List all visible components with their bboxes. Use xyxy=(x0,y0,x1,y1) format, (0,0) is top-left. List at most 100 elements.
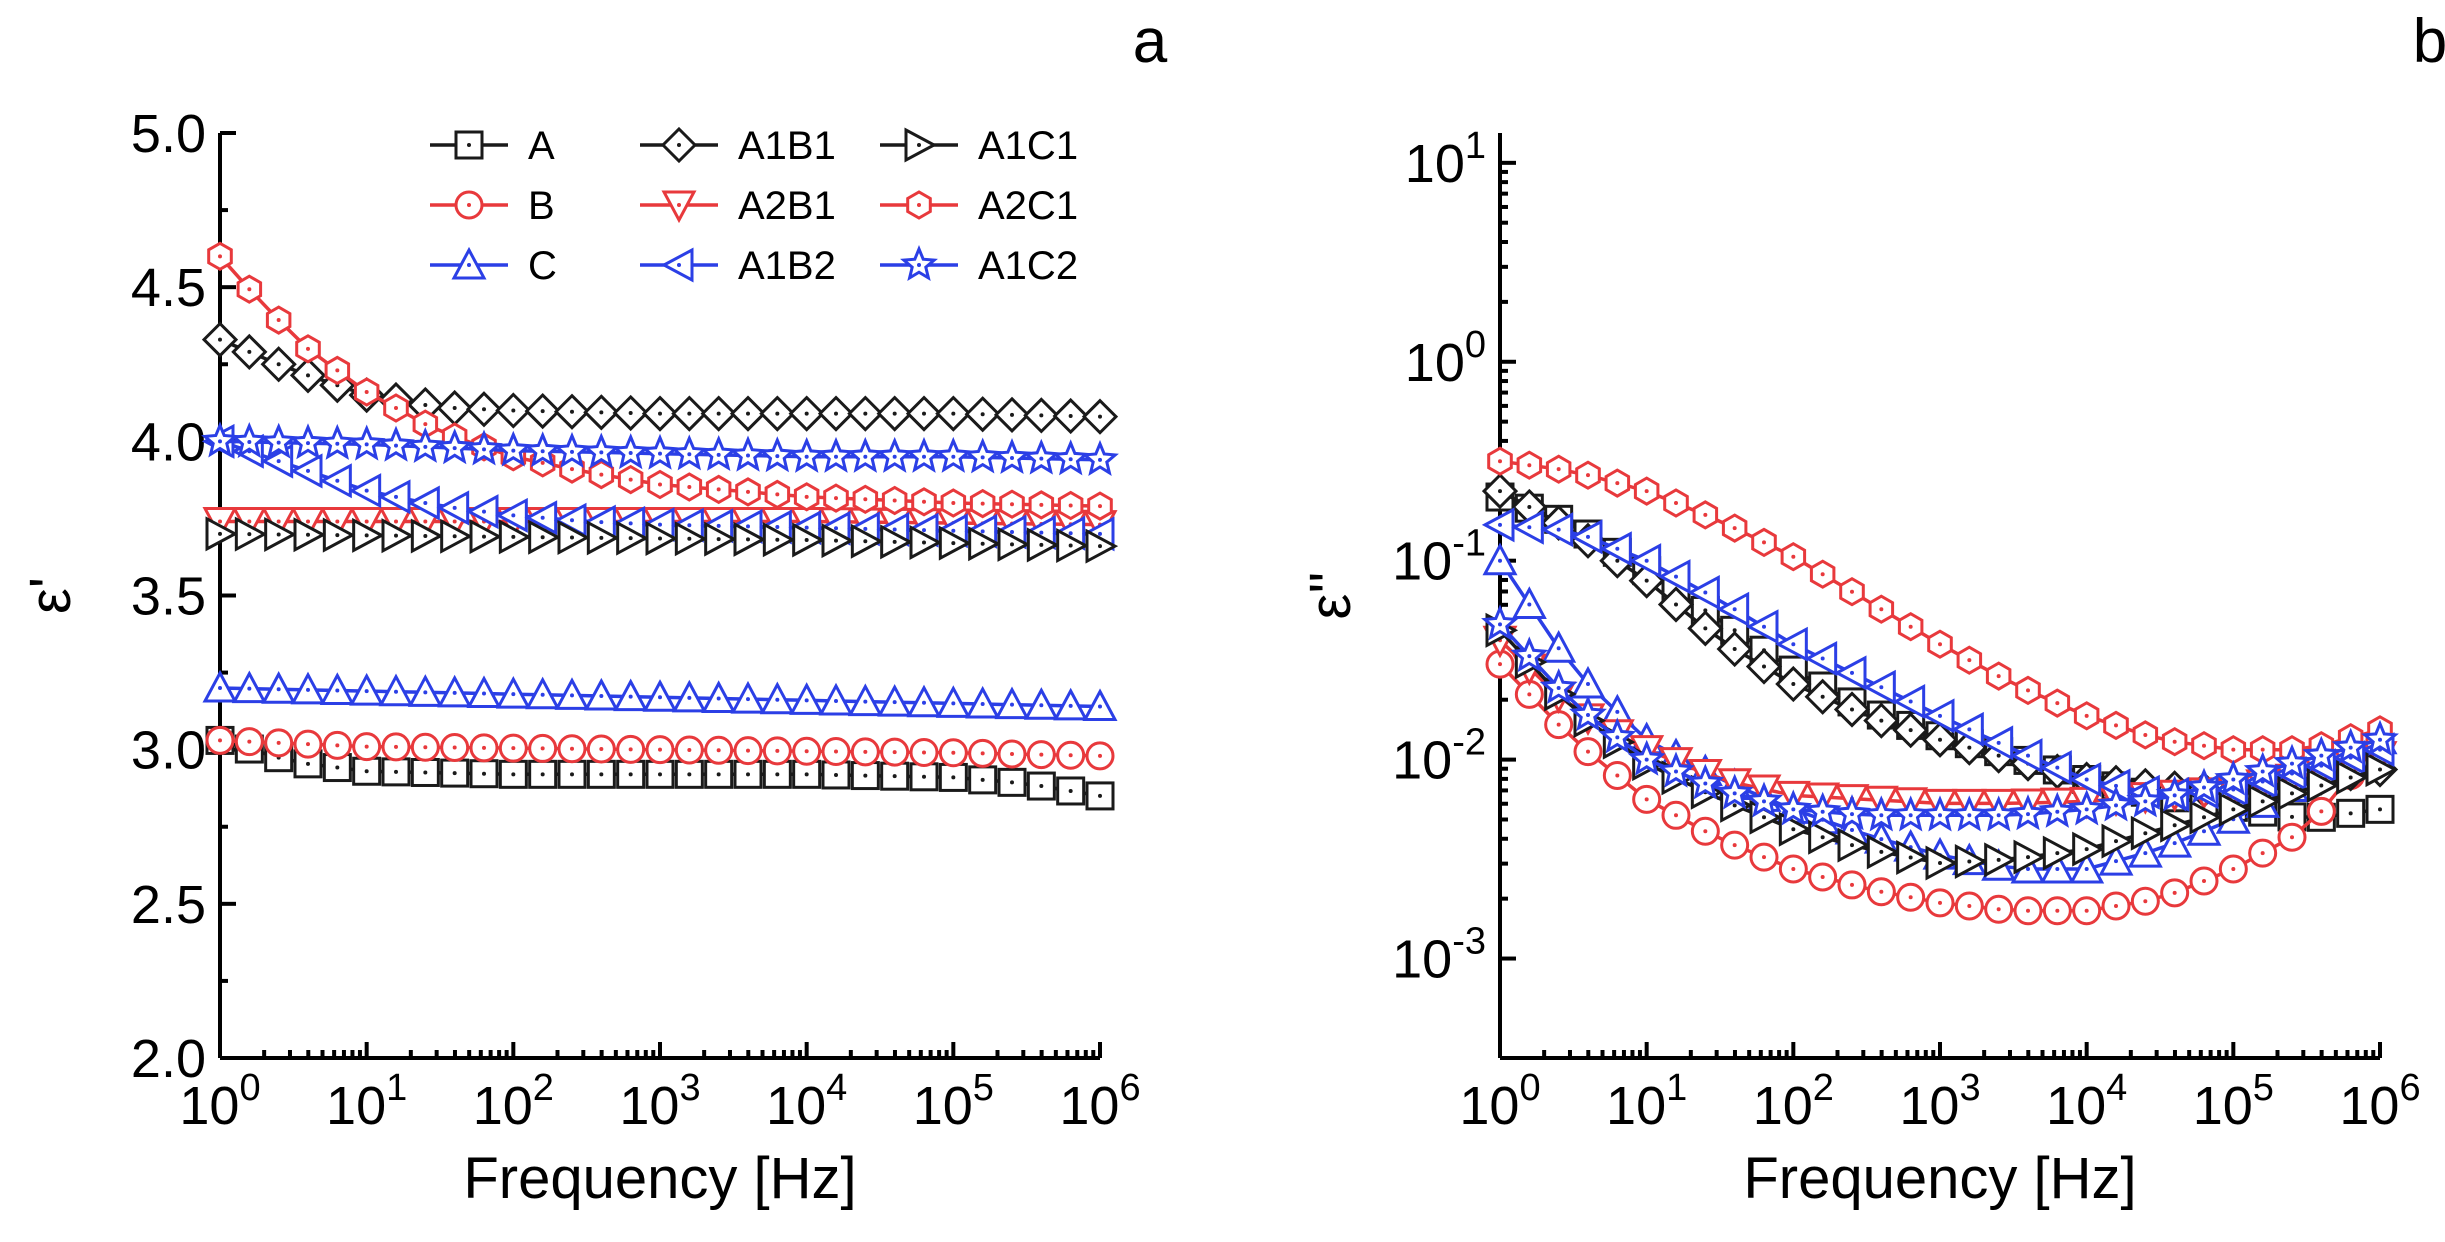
marker-center-dot xyxy=(2114,803,2118,808)
marker-center-dot xyxy=(951,501,956,505)
x-tick-label: 105 xyxy=(913,1067,994,1136)
marker-center-dot xyxy=(980,751,985,756)
marker-center-dot xyxy=(2114,904,2118,909)
marker-center-dot xyxy=(1010,780,1014,785)
marker-center-dot xyxy=(394,744,398,749)
marker-center-dot xyxy=(834,538,838,543)
marker-center-dot xyxy=(306,468,310,473)
marker-center-dot xyxy=(628,521,633,526)
marker-center-dot xyxy=(1556,722,1561,727)
marker-center-dot xyxy=(2084,713,2089,718)
marker-center-dot xyxy=(306,532,310,537)
marker-center-dot xyxy=(628,477,633,482)
marker-center-dot xyxy=(364,390,369,394)
marker-center-dot xyxy=(511,534,516,539)
marker-center-dot xyxy=(834,496,838,501)
legend-item-C: C xyxy=(430,244,557,288)
marker-center-dot xyxy=(863,411,868,416)
marker-center-dot xyxy=(2378,807,2382,812)
marker-center-dot xyxy=(276,687,281,692)
marker-center-dot xyxy=(775,492,780,497)
marker-center-dot xyxy=(1010,502,1014,507)
marker-center-dot xyxy=(1703,829,1708,834)
marker-center-dot xyxy=(452,406,457,411)
marker-center-dot xyxy=(1039,456,1044,461)
marker-center-dot xyxy=(306,687,310,692)
marker-center-dot xyxy=(511,513,516,518)
marker-center-dot xyxy=(1644,757,1649,762)
marker-center-dot xyxy=(394,769,398,774)
marker-center-dot xyxy=(716,696,721,701)
marker-center-dot xyxy=(775,748,780,753)
marker-center-dot xyxy=(951,454,956,459)
marker-center-dot xyxy=(1010,702,1014,707)
x-tick-label: 100 xyxy=(1459,1067,1540,1136)
marker-center-dot xyxy=(1762,799,1766,804)
marker-center-dot xyxy=(423,745,428,750)
marker-center-dot xyxy=(1820,809,1825,814)
marker-center-dot xyxy=(482,771,486,776)
marker-center-dot xyxy=(2143,799,2148,804)
marker-center-dot xyxy=(2084,807,2089,812)
marker-center-dot xyxy=(423,770,428,775)
marker-center-dot xyxy=(2202,878,2206,883)
marker-center-dot xyxy=(687,484,692,489)
marker-center-dot xyxy=(1996,857,2001,862)
marker-center-dot xyxy=(687,523,692,528)
marker-center-dot xyxy=(218,738,222,743)
marker-center-dot xyxy=(2026,688,2030,693)
y-tick-label: 3.0 xyxy=(131,721,206,781)
marker-center-dot xyxy=(1938,861,1942,866)
marker-center-dot xyxy=(1098,531,1102,536)
marker-center-dot xyxy=(980,455,985,460)
marker-center-dot xyxy=(1703,626,1708,631)
marker-center-dot xyxy=(306,373,310,378)
marker-center-dot xyxy=(863,699,868,704)
marker-center-dot xyxy=(1586,682,1590,687)
x-tick-label: 102 xyxy=(473,1067,554,1136)
marker-center-dot xyxy=(467,203,471,207)
marker-center-dot xyxy=(687,747,692,752)
marker-center-dot xyxy=(2055,908,2060,913)
marker-center-dot xyxy=(2290,814,2294,819)
marker-center-dot xyxy=(423,444,428,449)
marker-center-dot xyxy=(247,519,252,524)
legend-label: A2C1 xyxy=(978,184,1078,228)
marker-center-dot xyxy=(511,772,516,777)
panel-b-chart: 100 101 102 103 104 105 106 10-3 10-2 10-1 100 101 F… xyxy=(1298,7,2445,1211)
data-point-A xyxy=(704,759,734,789)
marker-center-dot xyxy=(746,453,750,458)
marker-center-dot xyxy=(917,203,921,207)
marker-center-dot xyxy=(1068,414,1073,419)
marker-center-dot xyxy=(922,499,926,504)
marker-center-dot xyxy=(511,448,516,453)
marker-center-dot xyxy=(2231,807,2236,812)
marker-center-dot xyxy=(804,494,809,499)
marker-center-dot xyxy=(1068,788,1073,793)
marker-center-dot xyxy=(687,695,692,700)
marker-center-dot xyxy=(2143,899,2148,904)
legend-item-A1B2: A1B2 xyxy=(640,244,836,288)
marker-center-dot xyxy=(804,772,809,777)
marker-center-dot xyxy=(482,509,486,514)
marker-center-dot xyxy=(1938,737,1942,742)
marker-center-dot xyxy=(1498,522,1502,527)
x-tick-label: 105 xyxy=(2193,1067,2274,1136)
legend-label: A1C2 xyxy=(978,244,1078,288)
marker-center-dot xyxy=(628,410,633,415)
marker-center-dot xyxy=(1098,753,1102,758)
marker-center-dot xyxy=(2055,867,2060,872)
marker-center-dot xyxy=(335,519,340,524)
marker-center-dot xyxy=(394,519,398,524)
marker-center-dot xyxy=(2084,908,2089,913)
marker-center-dot xyxy=(423,402,428,407)
marker-center-dot xyxy=(2348,775,2353,780)
marker-center-dot xyxy=(452,519,457,524)
marker-center-dot xyxy=(364,689,369,694)
marker-center-dot xyxy=(570,449,574,454)
marker-center-dot xyxy=(599,450,604,455)
marker-center-dot xyxy=(2378,737,2382,742)
marker-center-dot xyxy=(1996,813,2001,818)
marker-center-dot xyxy=(892,774,897,779)
x-tick-label: 104 xyxy=(2046,1067,2127,1136)
